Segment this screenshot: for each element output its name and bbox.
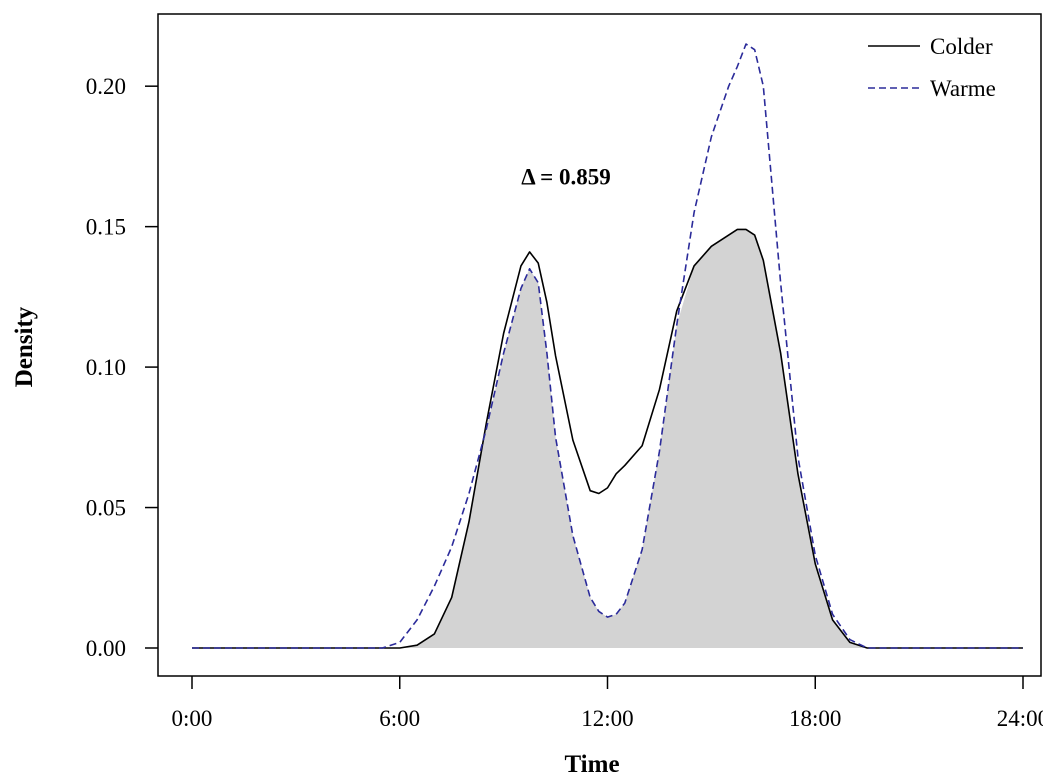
x-tick-label: 18:00 [789,706,841,731]
x-tick-label: 6:00 [379,706,420,731]
y-tick-label: 0.10 [86,355,126,380]
overlap-area [192,229,1023,649]
plot-frame [157,13,1042,677]
y-axis-title: Density [11,306,38,387]
x-tick-label: 24:00 [997,706,1043,731]
legend-label-warme: Warme [930,76,996,101]
y-tick-label: 0.05 [86,496,126,521]
series-line-colder [192,228,1023,649]
y-tick-label: 0.00 [86,636,126,661]
x-axis-title: Time [564,751,619,778]
delta-annotation: Δ = 0.859 [521,165,611,190]
x-tick-label: 0:00 [172,706,213,731]
y-tick-label: 0.15 [86,215,126,240]
y-tick-label: 0.20 [86,74,126,99]
series-line-warme [192,43,1023,649]
legend-label-colder: Colder [930,34,993,59]
x-tick-label: 12:00 [581,706,633,731]
